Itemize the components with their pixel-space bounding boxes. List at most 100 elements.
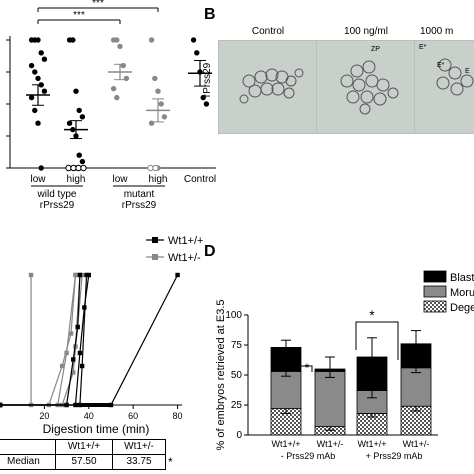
a-point-2-3 [120,62,126,69]
table-median-wt: 57.50 [55,454,113,470]
c-x-tick-label-0: 20 [39,411,49,421]
a-category-2: low [112,174,128,185]
a-point-1-8 [76,152,82,158]
a-point-1-1 [70,37,76,43]
panel-d-bar: 0 25 50 75 100% of embryos retrieved at E3.5… [215,270,474,461]
a-category-1: high [67,174,86,185]
d-legend-swatch-1 [423,285,447,298]
table-corner [0,439,56,455]
c-het-marker-1-3 [68,331,74,336]
a-point-0-2 [35,37,41,43]
c-legend-label-1: Wt1+/- [168,252,201,264]
table-header-wt: Wt1+/+ [55,439,113,455]
a-category-0: low [30,174,46,185]
d-legend-label-0: Blastoc [450,272,474,284]
c-legend-marker-1 [152,254,158,260]
c-wt-marker-1-4 [86,272,91,278]
d-legend-label-1: Morula [450,287,474,299]
a-group-label-1-1: rPrss29 [122,200,157,211]
a-point-1-2 [73,88,79,94]
c-wt-marker-3-1 [108,402,114,408]
c-het-line-1 [0,274,77,406]
d-bar-morula-1 [314,370,346,427]
a-hollow-3-1 [152,164,159,172]
d-bar-blastoc-3 [400,343,432,369]
c-wt-marker-1-3 [82,305,87,310]
a-point-2-2 [117,43,123,50]
a-point-0-4 [41,56,48,62]
annotation-e1: E* [419,44,427,51]
c-x-tick-label-2: 60 [128,411,138,421]
a-point-1-5 [66,120,73,126]
d-legend-label-2: Degen [450,302,474,314]
a-point-0-6 [32,69,38,75]
a-point-4-4 [203,101,210,107]
panel-b-col-label-1: 100 ng/ml [344,26,388,37]
annotation-e2: E* [437,62,445,69]
c-het-marker-3-2 [71,370,76,375]
a-point-3-3 [158,101,164,107]
d-category-3: Wt1+/- [403,439,430,449]
d-group-label-0: - Prss29 mAb [281,451,336,461]
d-category-2: Wt1+/+ [357,439,386,449]
d-bar-blastoc-0 [270,346,302,372]
a-group-label-0-1: rPrss29 [40,200,75,211]
a-point-1-3 [76,107,82,114]
d-group-label-1: + Prss29 mAb [366,451,423,461]
panel-b-col-label-0: Control [252,26,284,37]
a-sig-1: *** [92,0,104,9]
c-x-label: Digestion time (min) [43,422,150,436]
a-point-0-5 [28,62,35,69]
a-category-3: high [149,174,168,185]
a-group-label-0-0: wild type [37,189,77,200]
d-sig-1: * [369,307,375,323]
d-bar-blastoc-2 [356,356,388,391]
table-significance: * [168,455,173,469]
c-wt-marker-0-2 [71,357,76,362]
a-point-3-0 [148,37,155,43]
c-wt-marker-0-3 [75,324,80,330]
a-point-3-5 [148,120,155,126]
panel-c-line: 20 40 60 80 Digestion time (min) Wt1+/+ Wt1+/- [0,235,203,436]
a-point-0-10 [28,94,35,101]
a-point-0-11 [32,107,38,114]
d-y-tick-label-4: 100 [225,310,242,321]
table-median-het-text: 33.75 [126,456,152,467]
a-point-4-1 [194,50,200,56]
d-y-tick-label-2: 50 [231,370,243,381]
c-wt-marker-0-4 [77,272,83,278]
a-point-2-5 [110,85,117,92]
a-point-0-7 [35,75,41,82]
a-point-1-4 [79,114,86,120]
table-median-het: 33.75 [112,454,166,470]
d-category-1: Wt1+/- [317,439,344,449]
a-hollow-1-3 [80,164,87,172]
c-het-marker-0-1 [28,272,34,278]
micrograph-100: ZP [316,40,418,134]
c-wt-line-3 [0,274,179,406]
d-y-label: % of embryos retrieved at E3.5 [215,299,227,450]
d-y-tick-label-0: 0 [236,430,242,441]
a-sig-0: *** [73,10,85,21]
d-bar-morula-0 [270,370,302,409]
a-point-1-9 [79,158,86,165]
c-wt-marker-2-2 [79,363,85,369]
c-x-tick-label-3: 80 [173,411,183,421]
a-point-3-2 [155,88,161,94]
d-y-tick-label-1: 25 [231,400,243,411]
a-point-4-3 [200,94,206,101]
table-median-wt-text: 57.50 [71,456,97,467]
micrograph-control [218,40,320,134]
c-wt-marker-1-2 [77,350,83,356]
a-group-label-1-0: mutant [124,189,155,200]
table-row-label-text: Median [7,456,40,467]
c-het-marker-2-3 [73,272,78,278]
annotation-zp: ZP [371,46,380,53]
d-bar-morula-3 [400,367,432,407]
d-legend-swatch-0 [423,270,447,283]
a-point-2-6 [114,94,120,101]
c-het-marker-3-4 [79,272,85,278]
annotation-e3: E [465,68,470,75]
micrograph-1000: E* E* E [414,40,474,134]
a-point-2-4 [123,75,130,82]
